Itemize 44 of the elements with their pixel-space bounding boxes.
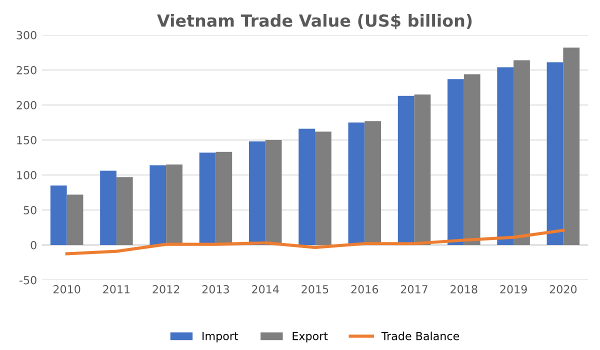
x-tick-label: 2012 bbox=[152, 285, 180, 294]
bar bbox=[116, 177, 133, 245]
bar bbox=[150, 165, 166, 245]
bar bbox=[248, 141, 266, 245]
x-tick-label: 2018 bbox=[450, 285, 478, 294]
bar bbox=[546, 62, 564, 245]
x-tick-label: 2020 bbox=[550, 285, 577, 294]
y-tick-label: 150 bbox=[17, 136, 36, 144]
chart-title: Vietnam Trade Value (US$ billion) bbox=[157, 14, 472, 30]
bar bbox=[166, 164, 182, 245]
x-tick-label: 2015 bbox=[302, 285, 328, 294]
x-tick-label: 2016 bbox=[351, 285, 378, 294]
y-tick-label: 100 bbox=[17, 170, 36, 180]
bar bbox=[199, 152, 216, 245]
bar bbox=[348, 122, 365, 245]
bar bbox=[497, 67, 514, 245]
legend-label: Import bbox=[202, 332, 238, 342]
y-tick-label: 300 bbox=[16, 30, 36, 40]
x-tick-label: 2011 bbox=[103, 285, 130, 294]
bar bbox=[315, 132, 332, 245]
x-tick-label: 2017 bbox=[400, 285, 428, 294]
legend-label: Trade Balance bbox=[381, 332, 460, 340]
x-tick-label: 2010 bbox=[53, 285, 80, 294]
x-tick-label: 2014 bbox=[252, 285, 279, 294]
bar bbox=[216, 152, 232, 245]
line-series bbox=[65, 228, 565, 256]
y-tick-label: 50 bbox=[24, 206, 36, 214]
bar bbox=[66, 194, 84, 245]
legend-label: Export bbox=[292, 332, 328, 342]
bar bbox=[448, 79, 464, 245]
y-tick-label: 0 bbox=[30, 240, 36, 250]
bar bbox=[563, 48, 580, 245]
bar bbox=[514, 60, 530, 245]
x-tick-label: 2019 bbox=[500, 285, 527, 294]
bar bbox=[100, 170, 116, 245]
bar bbox=[464, 74, 480, 245]
bar bbox=[50, 186, 67, 245]
bar bbox=[265, 140, 282, 245]
bar bbox=[414, 94, 431, 245]
x-tick-label: 2013 bbox=[202, 285, 229, 294]
bar bbox=[298, 128, 315, 245]
y-tick-label: 250 bbox=[16, 66, 36, 74]
y-tick-label: 200 bbox=[16, 100, 36, 110]
y-tick-label: -50 bbox=[20, 276, 36, 284]
